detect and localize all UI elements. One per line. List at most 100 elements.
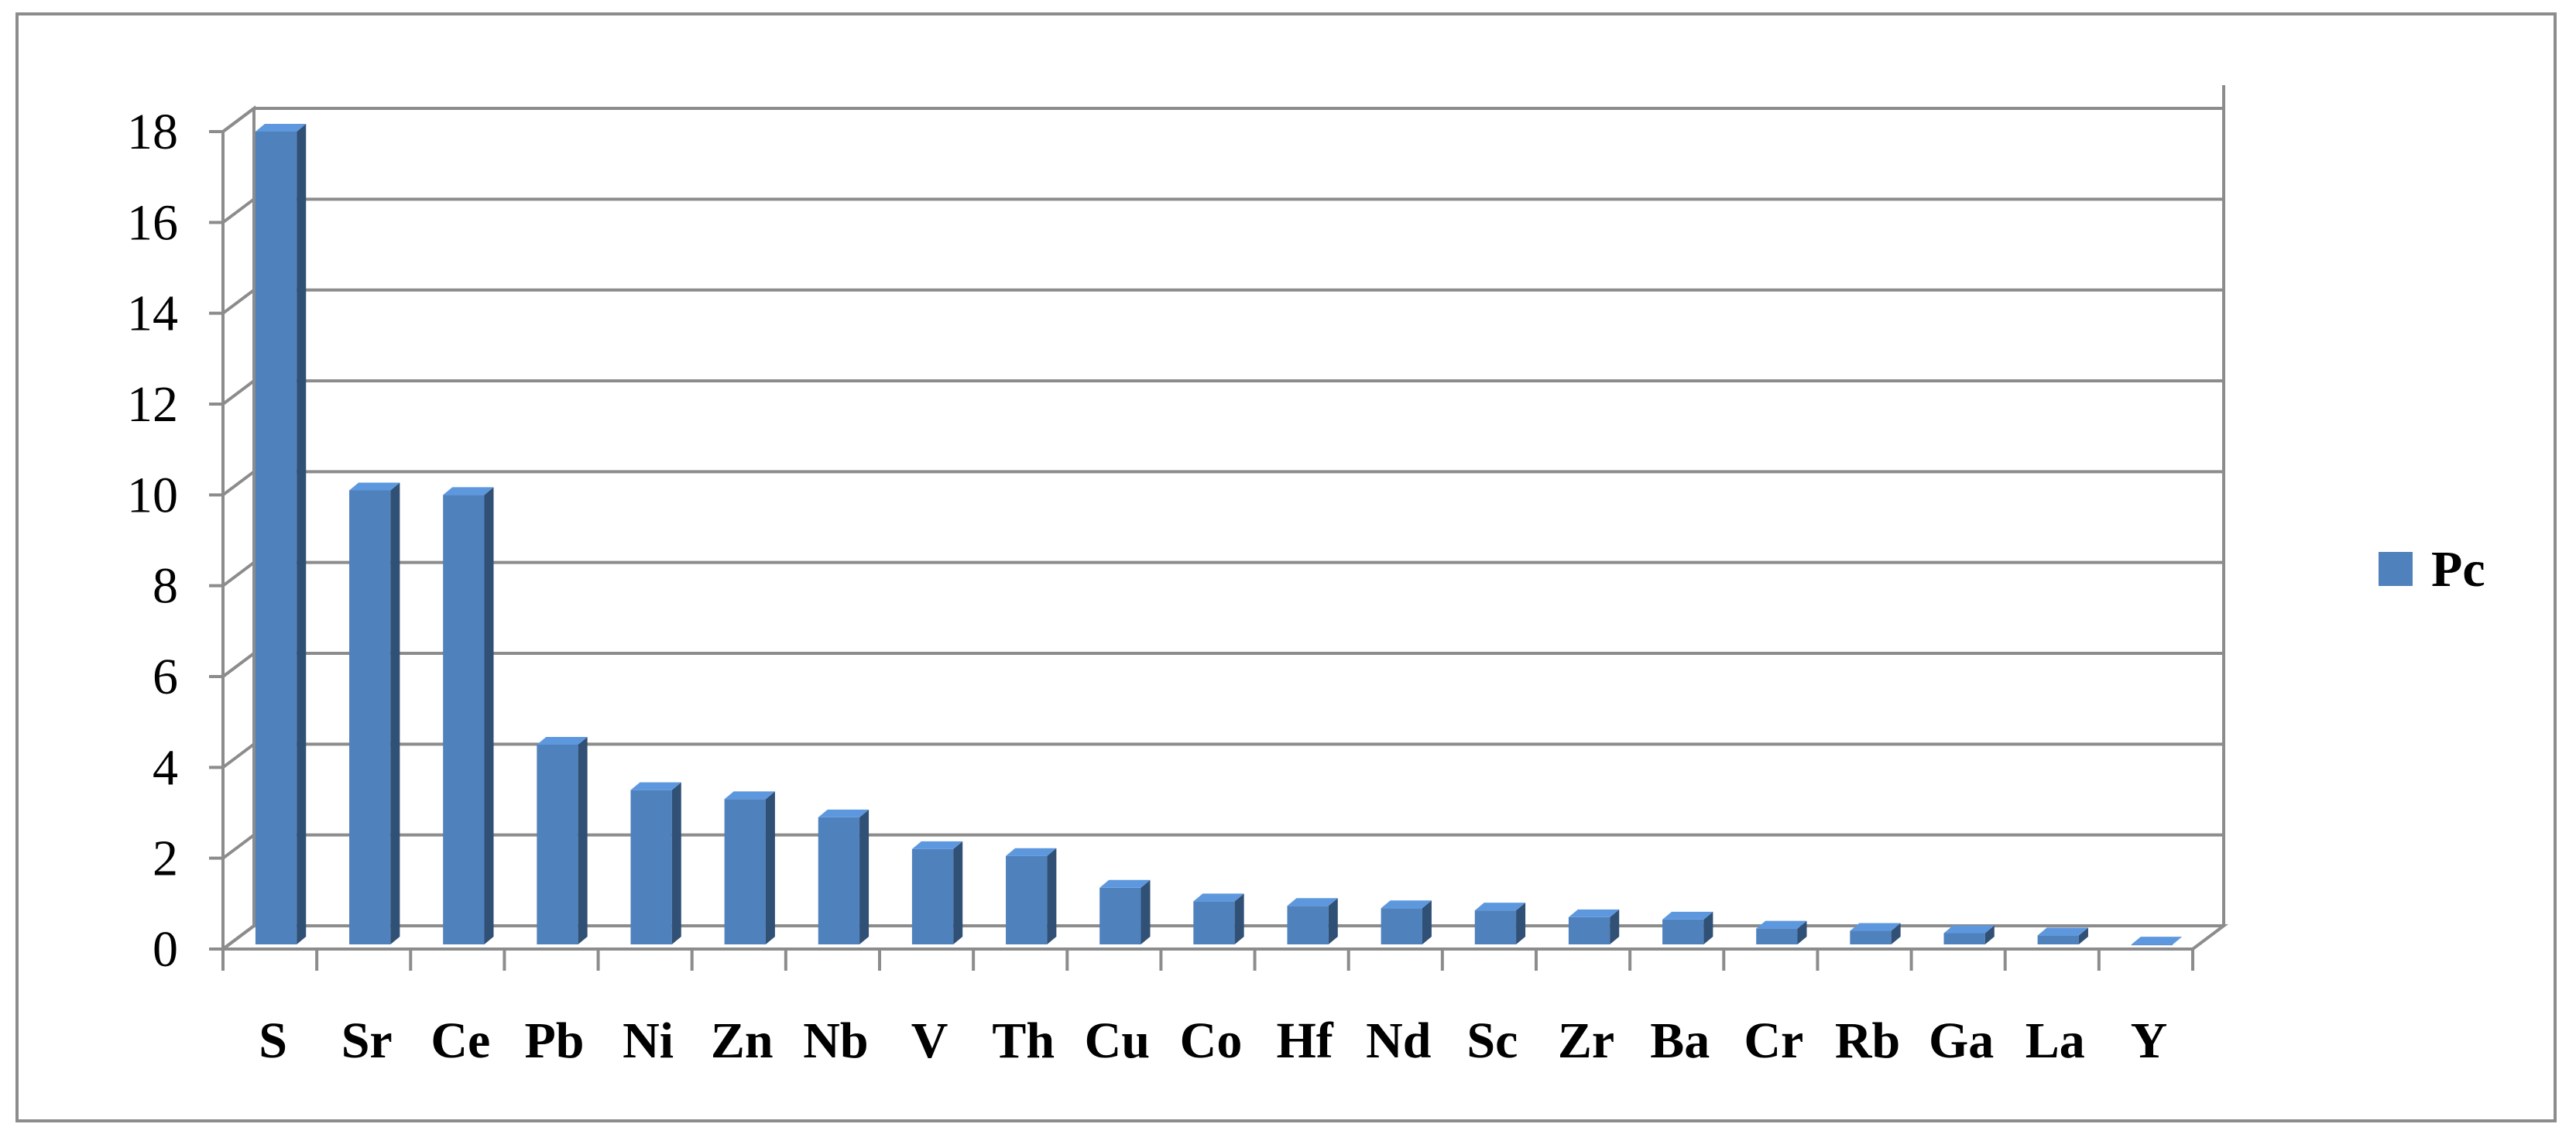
bar-side xyxy=(1610,909,1620,944)
bar-side xyxy=(859,809,870,944)
gridline-side xyxy=(221,470,256,496)
bar-nb xyxy=(818,809,870,944)
bar-top xyxy=(1006,848,1057,856)
x-label-ni: Ni xyxy=(623,1013,674,1069)
bar-front xyxy=(1943,933,1985,944)
bar-ce xyxy=(443,487,494,944)
bar-top xyxy=(443,487,494,495)
y-tick-label: 18 xyxy=(127,104,178,160)
bar-top xyxy=(2037,927,2088,936)
x-label-co: Co xyxy=(1180,1013,1243,1069)
bar-front xyxy=(1287,906,1329,944)
chart-walls xyxy=(218,85,2228,952)
x-label-ga: Ga xyxy=(1929,1013,1994,1069)
bar-front xyxy=(630,790,672,944)
bar-front xyxy=(1381,908,1422,944)
gridlines xyxy=(221,107,2224,860)
bar-cr xyxy=(1756,920,1807,944)
gridline-side xyxy=(221,652,256,678)
bar-front xyxy=(1193,901,1235,944)
bar-side xyxy=(1891,923,1901,944)
bar-s xyxy=(255,124,307,944)
bar-side xyxy=(765,791,775,944)
bar-side xyxy=(671,782,681,944)
bar-front xyxy=(724,799,766,944)
y-tick-label: 2 xyxy=(153,831,178,887)
bar-rb xyxy=(1850,923,1901,944)
bar-side xyxy=(578,737,588,944)
bar-side xyxy=(297,124,307,944)
bar-co xyxy=(1193,893,1244,944)
x-label-zn: Zn xyxy=(711,1013,773,1069)
bar-top xyxy=(1193,893,1244,902)
bar-side xyxy=(1047,848,1057,944)
bar-top xyxy=(1850,923,1901,931)
x-label-rb: Rb xyxy=(1835,1013,1900,1069)
gridline-side xyxy=(221,107,256,133)
gridline-side xyxy=(221,289,256,315)
bar-side xyxy=(1328,898,1338,944)
bar-top xyxy=(255,124,307,132)
x-label-y: Y xyxy=(2131,1013,2168,1069)
bar-sr xyxy=(349,482,400,944)
y-tick-label: 14 xyxy=(127,286,178,342)
bar-top xyxy=(537,737,588,745)
bar-top xyxy=(349,482,400,491)
bar-front xyxy=(911,848,954,944)
bar-front xyxy=(1662,919,1704,944)
bar-front xyxy=(2037,935,2079,944)
bar-front xyxy=(443,495,485,944)
bar-front xyxy=(1568,917,1610,944)
bar-front xyxy=(2131,944,2173,946)
y-axis-tick-labels: 0 2 4 6 8 10 12 14 16 18 xyxy=(127,104,178,978)
gridline-side xyxy=(221,197,256,224)
bar-top xyxy=(818,809,870,817)
gridline-side xyxy=(221,834,256,860)
legend: Pc xyxy=(2379,541,2485,598)
y-tick-label: 16 xyxy=(127,194,178,251)
bar-top xyxy=(630,782,681,790)
x-label-ce: Ce xyxy=(430,1013,490,1069)
chart-side-wall xyxy=(221,105,256,952)
bar-y xyxy=(2131,937,2183,946)
bar-top xyxy=(2131,937,2183,945)
x-label-sc: Sc xyxy=(1466,1013,1518,1069)
bar-front xyxy=(1756,928,1798,944)
bars xyxy=(255,124,2183,946)
x-label-ba: Ba xyxy=(1650,1013,1710,1069)
y-tick-label: 6 xyxy=(153,649,178,705)
x-label-v: V xyxy=(911,1013,948,1069)
gridline-side xyxy=(221,379,256,406)
bar-side xyxy=(1141,879,1151,944)
bar-top xyxy=(1943,925,1995,934)
bar-front xyxy=(818,817,860,944)
bar-zr xyxy=(1568,909,1620,944)
bar-top xyxy=(911,841,963,849)
bar-hf xyxy=(1287,898,1338,944)
bar-sc xyxy=(1474,903,1526,944)
y-tick-label: 12 xyxy=(127,376,178,433)
bar-ni xyxy=(630,782,681,944)
bar-zn xyxy=(724,791,775,944)
bar-front xyxy=(349,490,391,944)
chart-frame xyxy=(15,12,2557,1122)
bar-side xyxy=(2078,927,2088,944)
bar-side xyxy=(1234,893,1244,944)
bar-side xyxy=(1703,911,1713,944)
bar-top xyxy=(1756,920,1807,929)
bar-side xyxy=(1422,900,1432,944)
bar-front xyxy=(1474,910,1517,944)
bar-top xyxy=(1568,909,1620,917)
bar-top xyxy=(724,791,775,800)
bar-top xyxy=(1474,903,1526,911)
bar-la xyxy=(2037,927,2088,944)
x-label-pb: Pb xyxy=(524,1013,584,1069)
x-label-cr: Cr xyxy=(1744,1013,1803,1069)
bar-side xyxy=(1984,925,1995,944)
y-tick-label: 0 xyxy=(153,921,178,978)
bar-pb xyxy=(537,737,588,944)
bar-side xyxy=(1797,920,1807,944)
bar-top xyxy=(1099,879,1151,888)
bar-ba xyxy=(1662,911,1713,944)
